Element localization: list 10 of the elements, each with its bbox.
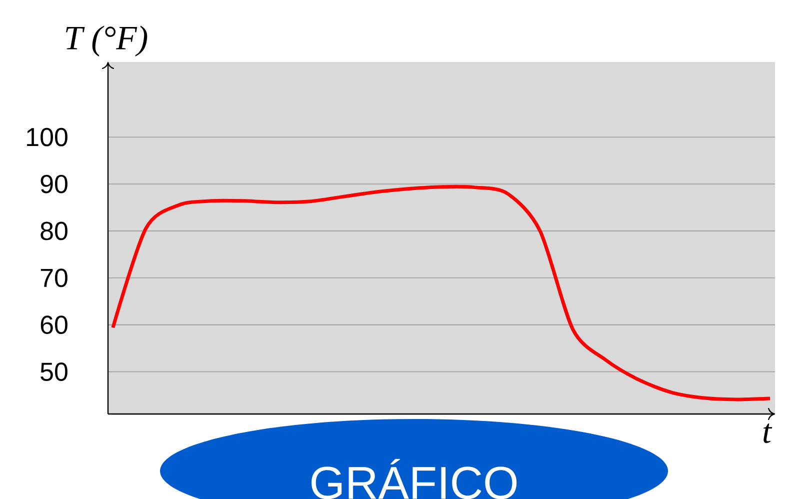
x-axis-title: t [764, 424, 772, 444]
y-tick-label: 90 [40, 174, 68, 194]
y-axis-title: T (°F) [66, 26, 148, 56]
y-tick-label: 50 [40, 362, 68, 381]
text: GRÁFICO [312, 458, 517, 499]
y-tick-label: 60 [40, 316, 68, 334]
y-tick-label: 70 [40, 268, 68, 288]
y-tick-label: 100 [27, 128, 68, 146]
line-series [111, 184, 772, 402]
y-tick-label: 80 [40, 222, 68, 240]
